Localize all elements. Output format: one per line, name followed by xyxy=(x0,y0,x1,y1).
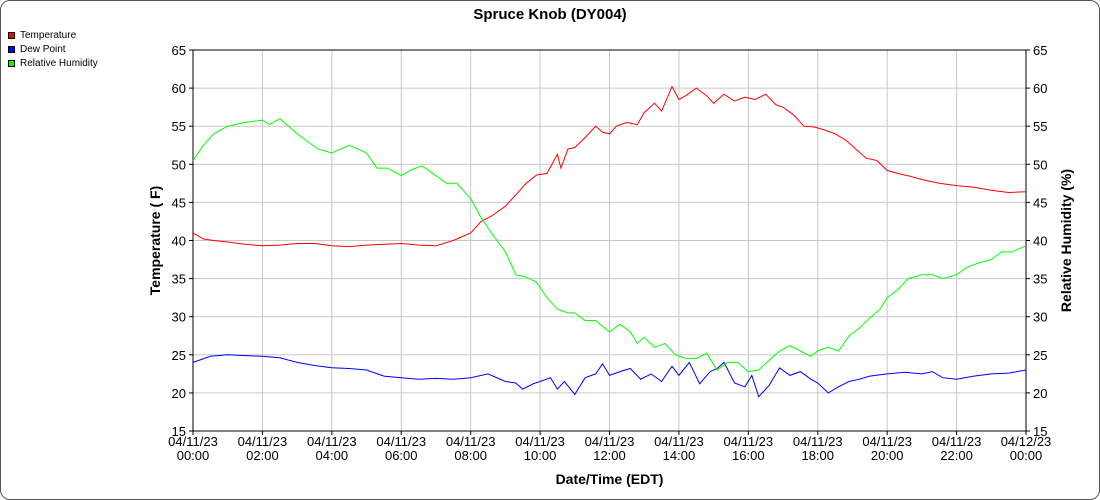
x-tick-time: 14:00 xyxy=(663,448,696,463)
x-tick-label: 04/11/23 22:00 xyxy=(932,434,982,463)
x-tick-date: 04/11/23 xyxy=(932,434,982,449)
y-tick-label: 45 xyxy=(172,195,186,210)
x-tick-date: 04/11/23 xyxy=(515,434,565,449)
legend-item-dew-point: Dew Point xyxy=(8,42,98,56)
legend-swatch-relative-humidity xyxy=(8,59,15,67)
legend-swatch-temperature xyxy=(8,31,15,39)
x-tick-time: 00:00 xyxy=(1010,448,1043,463)
y-tick-label: 25 xyxy=(172,348,186,363)
legend-label-temperature: Temperature xyxy=(20,29,77,41)
y2-tick-label: 40 xyxy=(1033,234,1047,249)
x-tick-label: 04/11/23 20:00 xyxy=(862,434,912,463)
y2-tick-label: 20 xyxy=(1033,386,1047,401)
y-tick-label: 60 xyxy=(172,81,186,96)
y-axis-title: Temperature ( F) xyxy=(147,186,163,295)
y-tick-label: 65 xyxy=(172,43,186,58)
y2-axis-title: Relative Humidity (%) xyxy=(1058,169,1074,312)
legend-label-dew-point: Dew Point xyxy=(20,43,66,55)
x-tick-time: 10:00 xyxy=(524,448,557,463)
x-tick-date: 04/12/23 xyxy=(1001,434,1052,449)
y2-tick-label: 25 xyxy=(1033,348,1047,363)
y-tick-label: 55 xyxy=(172,119,186,134)
x-tick-time: 08:00 xyxy=(454,448,487,463)
x-tick-date: 04/11/23 xyxy=(168,434,218,449)
y2-tick-label: 30 xyxy=(1033,310,1047,325)
x-tick-date: 04/11/23 xyxy=(446,434,496,449)
x-tick-time: 22:00 xyxy=(940,448,973,463)
x-tick-time: 20:00 xyxy=(871,448,904,463)
x-tick-label: 04/11/23 06:00 xyxy=(376,434,426,463)
x-tick-label: 04/11/23 10:00 xyxy=(515,434,565,463)
x-tick-date: 04/11/23 xyxy=(585,434,635,449)
y2-tick-label: 45 xyxy=(1033,195,1047,210)
x-tick-label: 04/11/23 18:00 xyxy=(793,434,843,463)
y2-tick-label: 55 xyxy=(1033,119,1047,134)
x-tick-label: 04/11/23 16:00 xyxy=(724,434,774,463)
x-tick-date: 04/11/23 xyxy=(654,434,704,449)
x-tick-time: 04:00 xyxy=(316,448,349,463)
y-tick-label: 30 xyxy=(172,310,186,325)
x-axis-title: Date/Time (EDT) xyxy=(556,471,664,487)
x-tick-date: 04/11/23 xyxy=(724,434,774,449)
x-tick-time: 18:00 xyxy=(801,448,834,463)
x-tick-time: 12:00 xyxy=(593,448,626,463)
legend-label-relative-humidity: Relative Humidity xyxy=(20,57,98,69)
y2-tick-label: 65 xyxy=(1033,43,1047,58)
x-tick-date: 04/11/23 xyxy=(376,434,426,449)
x-tick-date: 04/11/23 xyxy=(793,434,843,449)
x-tick-date: 04/11/23 xyxy=(238,434,288,449)
legend-item-temperature: Temperature xyxy=(8,28,98,42)
y-tick-label: 20 xyxy=(172,386,186,401)
x-tick-label: 04/11/23 02:00 xyxy=(238,434,288,463)
y2-tick-label: 15 xyxy=(1033,424,1047,439)
y-tick-label: 40 xyxy=(172,234,186,249)
x-tick-time: 16:00 xyxy=(732,448,765,463)
x-tick-date: 04/11/23 xyxy=(862,434,912,449)
chart-title: Spruce Knob (DY004) xyxy=(473,6,626,23)
series-lines xyxy=(192,85,1027,398)
x-tick-label: 04/12/23 00:00 xyxy=(1001,434,1052,463)
y2-tick-label: 50 xyxy=(1033,157,1047,172)
x-tick-label: 04/11/23 14:00 xyxy=(654,434,704,463)
x-tick-label: 04/11/23 08:00 xyxy=(446,434,496,463)
x-tick-date: 04/11/23 xyxy=(307,434,357,449)
ticks: 15 15 20 20 25 25 30 30 35 35 40 40 45 45 50 50 55 55 60 60… xyxy=(168,43,1051,463)
x-tick-label: 04/11/23 00:00 xyxy=(168,434,218,463)
series-line-dew-point xyxy=(192,354,1027,398)
x-tick-time: 02:00 xyxy=(246,448,279,463)
series-line-temperature xyxy=(192,85,1027,248)
y2-tick-label: 35 xyxy=(1033,272,1047,287)
x-tick-label: 04/11/23 04:00 xyxy=(307,434,357,463)
x-tick-time: 00:00 xyxy=(177,448,210,463)
y-tick-label: 15 xyxy=(172,424,186,439)
legend: Temperature Dew Point Relative Humidity xyxy=(8,28,98,70)
series-line-relative-humidity xyxy=(192,117,1027,373)
x-tick-time: 06:00 xyxy=(385,448,418,463)
y2-tick-label: 60 xyxy=(1033,81,1047,96)
x-tick-label: 04/11/23 12:00 xyxy=(585,434,635,463)
y-tick-label: 50 xyxy=(172,157,186,172)
legend-swatch-dew-point xyxy=(8,45,15,53)
y-tick-label: 35 xyxy=(172,272,186,287)
legend-item-relative-humidity: Relative Humidity xyxy=(8,56,98,70)
grid xyxy=(192,49,1027,432)
